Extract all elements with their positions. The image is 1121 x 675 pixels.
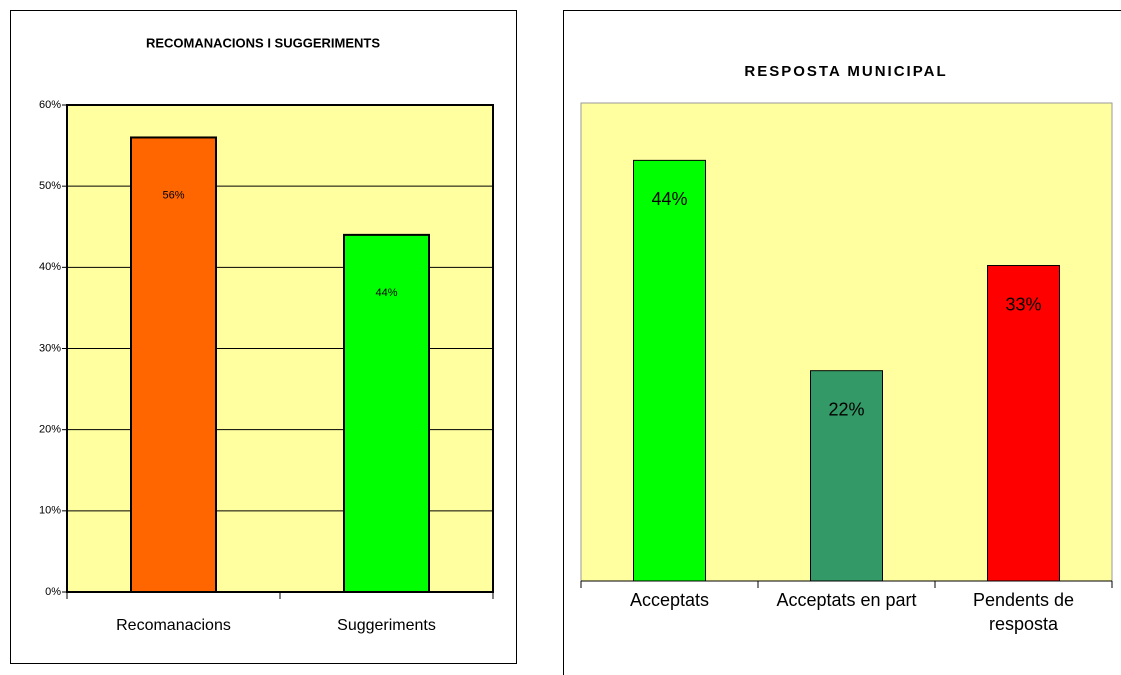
bar [633, 159, 706, 582]
y-tick-label: 20% [39, 424, 61, 436]
data-label: 22% [828, 399, 864, 419]
x-tick-label: Acceptats en part [776, 590, 917, 610]
data-label: 44% [651, 189, 687, 209]
bar [987, 265, 1060, 582]
chart-title: RESPOSTA MUNICIPAL [744, 63, 947, 80]
chart-frame [563, 10, 1121, 675]
chart-title: RECOMANACIONS I SUGGERIMENTS [146, 35, 380, 50]
y-tick-label: 60% [39, 99, 61, 111]
data-label: 44% [375, 287, 397, 299]
x-tick-label: Acceptats [629, 590, 710, 610]
x-tick-label: Suggeriments [337, 617, 436, 634]
y-tick-label: 50% [39, 180, 61, 192]
data-label: 56% [162, 189, 184, 201]
bar [810, 370, 883, 582]
x-tick-label: Recomanacions [116, 617, 231, 634]
bar [130, 136, 217, 593]
y-tick-label: 40% [39, 261, 61, 273]
y-tick-label: 10% [39, 505, 61, 517]
y-tick-label: 0% [45, 586, 61, 598]
x-tick-label: Pendents de resposta [972, 590, 1075, 634]
y-tick-label: 30% [39, 342, 61, 354]
bar [343, 233, 430, 593]
data-label: 33% [1005, 294, 1041, 314]
